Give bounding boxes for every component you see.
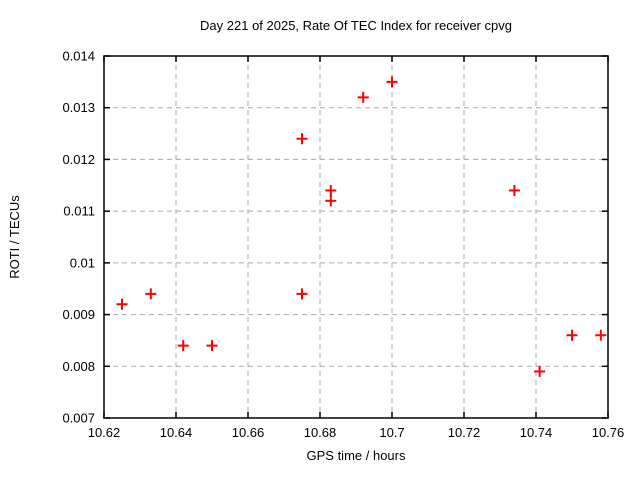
y-tick-label: 0.012 [62, 152, 95, 167]
x-tick-label: 10.72 [448, 425, 481, 440]
chart-title: Day 221 of 2025, Rate Of TEC Index for r… [200, 18, 512, 33]
x-tick-label: 10.64 [160, 425, 193, 440]
y-tick-label: 0.008 [62, 359, 95, 374]
y-tick-label: 0.009 [62, 307, 95, 322]
y-tick-label: 0.013 [62, 100, 95, 115]
x-tick-label: 10.7 [379, 425, 404, 440]
y-tick-label: 0.01 [70, 255, 95, 270]
plot-border [103, 55, 609, 419]
x-tick-label: 10.66 [232, 425, 265, 440]
y-tick-label: 0.011 [63, 204, 95, 219]
y-tick-label: 0.007 [62, 411, 95, 426]
y-tick-label: 0.014 [62, 49, 95, 64]
x-tick-label: 10.68 [304, 425, 337, 440]
x-tick-label: 10.62 [88, 425, 121, 440]
x-axis-label: GPS time / hours [306, 448, 406, 463]
x-tick-label: 10.76 [592, 425, 625, 440]
x-tick-label: 10.74 [520, 425, 553, 440]
